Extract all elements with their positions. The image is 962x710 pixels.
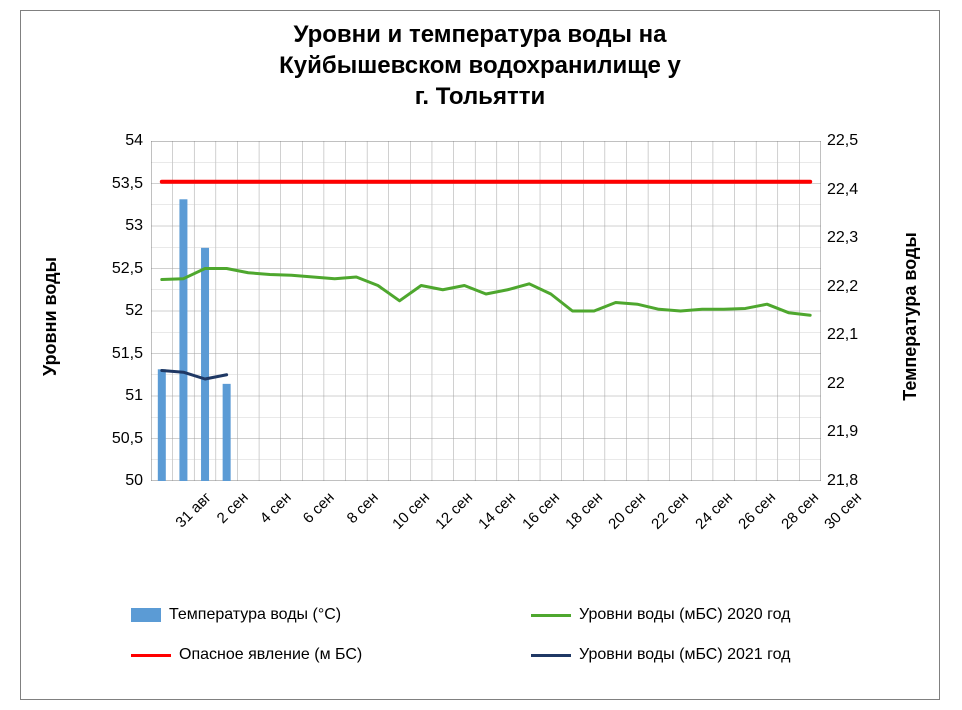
y-axis-left-label: Уровни воды	[40, 257, 61, 376]
title-line-1: Уровни и температура воды на	[21, 19, 939, 50]
y-right-tick: 21,8	[827, 472, 858, 490]
legend-label: Уровни воды (мБС) 2021 год	[579, 646, 791, 664]
legend-label: Температура воды (°С)	[169, 606, 341, 624]
y-left-tick: 52,5	[112, 260, 143, 278]
x-tick: 20 сен	[605, 489, 649, 533]
temp-bar	[223, 384, 231, 481]
x-tick: 22 сен	[648, 489, 692, 533]
x-tick: 18 сен	[562, 489, 606, 533]
legend-item: Температура воды (°С)	[131, 606, 341, 624]
y-right-tick: 21,9	[827, 423, 858, 441]
temp-bar	[158, 369, 166, 481]
chart-title: Уровни и температура воды на Куйбышевско…	[21, 11, 939, 113]
y-left-tick: 50	[125, 472, 143, 490]
y-right-tick: 22,5	[827, 132, 858, 150]
y-right-tick: 22	[827, 375, 845, 393]
y-right-tick: 22,3	[827, 229, 858, 247]
y-left-tick: 53,5	[112, 175, 143, 193]
y-right-tick: 22,4	[827, 181, 858, 199]
legend-item: Опасное явление (м БС)	[131, 646, 362, 664]
legend-label: Опасное явление (м БС)	[179, 646, 362, 664]
y-right-tick: 22,1	[827, 326, 858, 344]
x-tick: 8 сен	[343, 489, 381, 527]
y-left-tick: 53	[125, 217, 143, 235]
legend-swatch	[131, 654, 171, 657]
legend-item: Уровни воды (мБС) 2021 год	[531, 646, 791, 664]
y-left-tick: 52	[125, 302, 143, 320]
x-tick: 10 сен	[389, 489, 433, 533]
x-tick: 28 сен	[778, 489, 822, 533]
x-tick: 30 сен	[821, 489, 865, 533]
x-tick: 24 сен	[692, 489, 736, 533]
legend-label: Уровни воды (мБС) 2020 год	[579, 606, 791, 624]
y-left-tick: 51	[125, 387, 143, 405]
chart-container: Уровни и температура воды на Куйбышевско…	[20, 10, 940, 700]
legend-item: Уровни воды (мБС) 2020 год	[531, 606, 791, 624]
legend-swatch	[131, 608, 161, 622]
x-tick: 6 сен	[300, 489, 338, 527]
legend: Температура воды (°С) Уровни воды (мБС) 2…	[131, 606, 891, 686]
y-axis-right-label: Температура воды	[900, 232, 921, 401]
x-tick: 16 сен	[519, 489, 563, 533]
title-line-2: Куйбышевском водохранилище у	[21, 50, 939, 81]
y-left-tick: 54	[125, 132, 143, 150]
x-tick: 26 сен	[735, 489, 779, 533]
legend-swatch	[531, 614, 571, 617]
y-right-tick: 22,2	[827, 278, 858, 296]
x-tick: 2 сен	[214, 489, 252, 527]
y-left-tick: 51,5	[112, 345, 143, 363]
x-tick: 31 авг	[172, 489, 214, 531]
temp-bar	[201, 248, 209, 481]
temp-bar	[179, 199, 187, 481]
x-tick: 4 сен	[257, 489, 295, 527]
title-line-3: г. Тольятти	[21, 81, 939, 112]
plot-area	[151, 141, 821, 481]
x-tick: 14 сен	[476, 489, 520, 533]
x-tick: 12 сен	[432, 489, 476, 533]
y-left-tick: 50,5	[112, 430, 143, 448]
legend-swatch	[531, 654, 571, 657]
